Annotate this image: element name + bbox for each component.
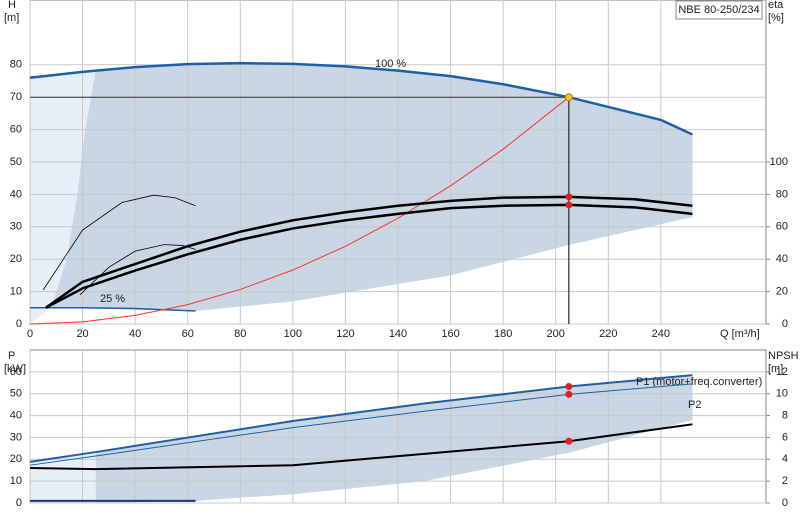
y-axis-unit: [kW] [4,363,26,375]
y2-axis-unit: [m] [768,363,783,375]
curve-label: P1 (motor+freq.converter) [636,376,762,388]
y-axis-unit: [m] [4,12,19,24]
y2-axis-label: eta [768,0,784,11]
chart-title: NBE 80-250/234 [678,4,759,16]
y-tick-label: 60 [10,124,22,136]
operating-range [30,70,96,324]
y2-tick-label: 10 [776,388,788,400]
y2-tick-label: 0 [782,318,788,330]
y2-axis-label: NPSH [768,350,799,362]
y-tick-label: 60 [10,366,22,378]
curve [79,244,196,296]
y-tick-label: 0 [16,497,22,509]
x-tick-label: 120 [336,328,354,340]
x-tick-label: 100 [284,328,302,340]
y-tick-label: 10 [10,475,22,487]
y-tick-label: 40 [10,409,22,421]
y2-tick-label: 80 [776,188,788,200]
y-tick-label: 50 [10,388,22,400]
x-axis-label: Q [m³/h] [720,328,760,340]
x-tick-label: 140 [389,328,407,340]
curve [42,194,196,291]
curve [29,423,693,471]
y-tick-label: 0 [16,318,22,330]
curve-label: 100 % [375,58,406,70]
y-tick-label: 10 [10,286,22,298]
y2-tick-label: 2 [782,475,788,487]
y2-tick-label: 40 [776,253,788,265]
y-tick-label: 20 [10,253,22,265]
x-tick-label: 240 [652,328,670,340]
operating-range [30,452,96,503]
y2-tick-label: 20 [776,286,788,298]
curve [29,96,570,325]
curve [29,383,693,466]
x-tick-label: 40 [129,328,141,340]
operating-range [95,375,693,503]
y2-tick-label: 4 [782,453,788,465]
y-tick-label: 30 [10,431,22,443]
y2-tick-label: 60 [776,221,788,233]
y-tick-label: 20 [10,453,22,465]
curve-label: 25 % [100,293,125,305]
y2-tick-label: 6 [782,431,788,443]
y-tick-label: 70 [10,91,22,103]
x-tick-label: 20 [76,328,88,340]
duty-point [565,390,573,398]
y2-axis-unit: [%] [768,12,784,24]
x-tick-label: 60 [182,328,194,340]
x-tick-label: 220 [599,328,617,340]
x-tick-label: 0 [27,328,33,340]
curve [29,374,693,463]
y2-tick-label: 8 [782,409,788,421]
duty-point [565,201,573,209]
curve [30,307,196,312]
curve-label: P2 [688,399,701,411]
duty-point [565,383,573,391]
y-tick-label: 80 [10,59,22,71]
title-box [675,0,763,20]
duty-point [565,437,573,445]
y-axis-label: H [8,0,16,11]
duty-point [564,93,573,102]
x-tick-label: 160 [441,328,459,340]
curve [29,61,693,136]
x-tick-label: 180 [494,328,512,340]
duty-point [565,193,573,201]
y2-tick-label: 12 [776,366,788,378]
x-tick-label: 200 [547,328,565,340]
y-tick-label: 30 [10,221,22,233]
y2-tick-label: 100 [770,156,788,168]
y-axis-label: P [8,350,15,362]
y2-tick-label: 0 [782,497,788,509]
y-tick-label: 40 [10,188,22,200]
y-tick-label: 50 [10,156,22,168]
x-tick-label: 80 [234,328,246,340]
